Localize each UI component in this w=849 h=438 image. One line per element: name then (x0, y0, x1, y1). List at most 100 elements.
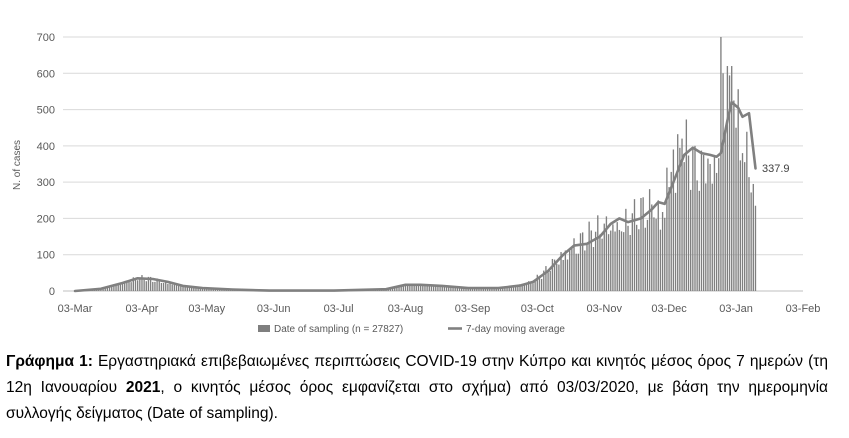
daily-cases-bar (713, 154, 716, 291)
y-axis-ticks: 0 100 200 300 400 500 600 700 (37, 32, 55, 298)
daily-cases-bar (502, 287, 504, 291)
daily-cases-bar (532, 283, 534, 291)
daily-cases-bar (508, 286, 510, 291)
daily-cases-bar (581, 232, 584, 291)
daily-cases-bar (180, 285, 182, 291)
moving-average-line (73, 101, 757, 293)
daily-cases-bar (690, 189, 692, 291)
daily-cases-bar (560, 252, 562, 291)
daily-cases-bar (610, 230, 612, 291)
daily-cases-bar (696, 180, 698, 291)
daily-cases-bar (467, 288, 469, 291)
daily-cases-bar (726, 66, 729, 291)
daily-cases-bar (566, 259, 569, 291)
daily-cases-bar (175, 284, 178, 291)
daily-cases-bar (746, 131, 748, 291)
daily-cases-bar (683, 162, 685, 291)
daily-cases-bar (547, 272, 549, 291)
x-tick-label: 03-May (188, 303, 225, 315)
daily-cases-bar (156, 278, 158, 291)
daily-cases-bar (659, 229, 662, 291)
daily-cases-bar (391, 288, 394, 291)
daily-cases-bar (603, 223, 605, 291)
x-tick-label: 03-Jun (257, 303, 291, 315)
daily-cases-bar (728, 75, 731, 291)
daily-cases-bar (115, 283, 117, 291)
daily-cases-bar (404, 283, 407, 291)
daily-cases-bar (160, 282, 163, 291)
daily-cases-bar (117, 284, 119, 291)
daily-cases-bar (441, 286, 443, 291)
daily-cases-bar (417, 284, 420, 291)
daily-cases-bar (538, 277, 541, 291)
daily-cases-bar (504, 287, 506, 291)
daily-cases-bar (571, 248, 573, 291)
daily-cases-bar (104, 287, 106, 291)
daily-cases-bar (700, 150, 703, 291)
daily-cases-bar (562, 259, 564, 291)
daily-cases-bar (432, 285, 435, 291)
daily-cases-bar (724, 128, 726, 291)
x-tick-label: 03-Sep (455, 303, 490, 315)
daily-cases-bar (124, 281, 126, 291)
daily-cases-bar (739, 160, 742, 291)
daily-cases-bar (648, 189, 651, 291)
daily-cases-bar (108, 285, 111, 291)
daily-cases-bar (394, 287, 396, 291)
daily-cases-bar (121, 282, 124, 291)
daily-cases-bar (162, 282, 165, 291)
legend-bar-swatch (258, 325, 270, 332)
daily-cases-bar (493, 288, 495, 291)
daily-cases-bar (607, 234, 610, 291)
legend-line-label: 7-day moving average (466, 324, 565, 335)
y-tick-label: 0 (49, 286, 55, 298)
daily-cases-bar (184, 285, 186, 291)
daily-cases-bar (655, 218, 657, 291)
daily-cases-bar (480, 288, 482, 291)
daily-cases-bar (616, 222, 618, 291)
daily-cases-bar (638, 229, 640, 291)
daily-cases-bar (668, 187, 670, 291)
daily-cases-bar (465, 288, 467, 291)
daily-cases-bar (430, 285, 433, 291)
daily-cases-bar (149, 276, 152, 291)
y-tick-label: 300 (37, 177, 55, 189)
daily-cases-bar (666, 167, 668, 291)
daily-cases-bar (677, 134, 679, 291)
daily-cases-bar (752, 183, 754, 291)
daily-cases-bar (612, 224, 614, 291)
daily-cases-bar (722, 73, 724, 291)
daily-cases-bar (597, 215, 599, 291)
daily-cases-bar (136, 280, 139, 291)
daily-cases-bar (521, 283, 523, 291)
daily-cases-bar (553, 259, 556, 291)
daily-cases-bar (471, 288, 474, 291)
daily-cases-bar (664, 217, 666, 291)
daily-cases-bar (400, 285, 402, 291)
daily-cases-bar (158, 280, 160, 291)
caption-text-b: , ο κινητός μέσος όρος εμφανίζεται στο σ… (6, 379, 828, 422)
daily-cases-bar (718, 158, 720, 291)
daily-cases-bar (143, 279, 145, 291)
daily-cases-bars (76, 37, 757, 292)
y-tick-label: 100 (37, 250, 55, 262)
daily-cases-bar (499, 287, 502, 291)
daily-cases-bar (495, 287, 497, 291)
daily-cases-bar (456, 287, 459, 291)
daily-cases-bar (573, 238, 575, 291)
daily-cases-bar (731, 66, 733, 291)
daily-cases-bar (642, 197, 644, 291)
daily-cases-bar (206, 288, 208, 291)
daily-cases-bar (193, 286, 195, 291)
daily-cases-bar (685, 119, 688, 291)
daily-cases-bar (748, 177, 750, 291)
daily-cases-bar (681, 138, 683, 291)
daily-cases-bar (530, 282, 532, 291)
daily-cases-bar (199, 287, 201, 291)
daily-cases-bar (132, 277, 134, 291)
daily-cases-bar (651, 204, 653, 291)
daily-cases-bar (653, 217, 655, 291)
daily-cases-bar (540, 278, 543, 291)
daily-cases-bar (674, 192, 677, 291)
daily-cases-bar (590, 230, 592, 291)
